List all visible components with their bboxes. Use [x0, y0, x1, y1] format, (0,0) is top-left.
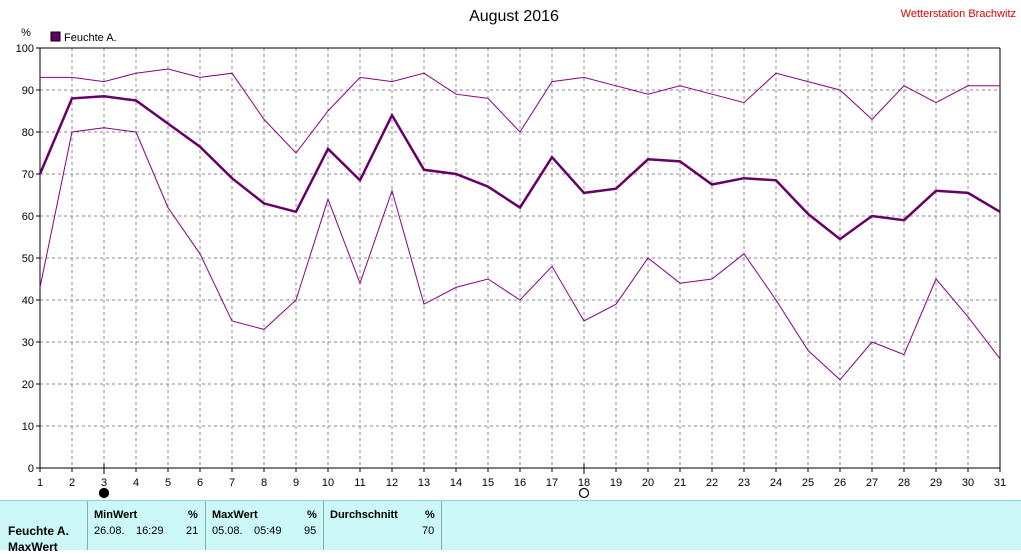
x-tick-label: 13 [418, 477, 430, 489]
x-tick-label: 24 [770, 477, 782, 489]
x-tick-label: 27 [866, 477, 878, 489]
x-tick-label: 20 [642, 477, 654, 489]
x-tick-label: 18 [578, 477, 590, 489]
humidity-chart: August 2016 Wetterstation Brachwitz % Fe… [16, 8, 1016, 499]
x-tick-label: 4 [133, 477, 139, 489]
y-tick-label: 30 [22, 337, 34, 349]
stats-min-cell: MinWert % 26.08. 16:29 21 [88, 501, 205, 550]
x-tick-label: 22 [706, 477, 718, 489]
y-axis-unit: % [21, 27, 31, 39]
x-tick-label: 12 [386, 477, 398, 489]
x-tick-label: 10 [322, 477, 334, 489]
y-tick-label: 80 [22, 127, 34, 139]
x-tick-label: 11 [354, 477, 365, 489]
stats-row-label: Feuchte A. [8, 524, 69, 538]
legend-swatch [50, 31, 61, 42]
avg-value: 70 [422, 525, 435, 537]
y-tick-label: 70 [22, 169, 34, 181]
x-tick-label: 23 [738, 477, 750, 489]
y-tick-label: 90 [22, 85, 34, 97]
x-tick-label: 28 [898, 477, 910, 489]
series-line-avg [38, 95, 1001, 241]
new-moon-icon [578, 487, 590, 499]
x-tick-label: 19 [610, 477, 622, 489]
stats-divider [441, 501, 442, 550]
x-tick-label: 2 [69, 477, 75, 489]
grid [40, 48, 1000, 468]
stats-divider [87, 501, 88, 550]
moon-markers [98, 464, 590, 499]
y-tick-label: 60 [22, 211, 34, 223]
x-tick-label: 17 [546, 477, 558, 489]
y-tick-label: 50 [22, 253, 34, 265]
x-tick-label: 15 [482, 477, 494, 489]
series-group [38, 68, 1001, 381]
max-date: 05.08. [212, 525, 243, 537]
avg-unit: % [425, 509, 435, 521]
max-value: 95 [304, 525, 317, 537]
chart-title: August 2016 [469, 8, 559, 25]
station-name: Wetterstation Brachwitz [901, 8, 1016, 20]
x-tick-label: 16 [514, 477, 526, 489]
min-unit: % [188, 509, 198, 521]
statistics-panel: Feuchte A. MaxWert MinWert % 26.08. 16:2… [0, 500, 1021, 554]
x-tick-label: 8 [261, 477, 267, 489]
y-tick-label: 40 [22, 295, 34, 307]
max-header: MaxWert [212, 509, 258, 521]
series-line-min [39, 127, 1001, 381]
legend-label: Feuchte A. [64, 32, 117, 44]
x-tick-label: 7 [229, 477, 235, 489]
min-date: 26.08. [94, 525, 125, 537]
min-header: MinWert [94, 509, 138, 521]
x-tick-label: 25 [802, 477, 814, 489]
x-tick-label: 31 [994, 477, 1006, 489]
min-time: 16:29 [136, 525, 164, 537]
x-tick-label: 6 [197, 477, 203, 489]
stats-row-label-2: MaxWert [8, 540, 58, 554]
x-tick-label: 5 [165, 477, 171, 489]
x-tick-label: 14 [450, 477, 462, 489]
y-tick-label: 20 [22, 379, 34, 391]
stats-avg-cell: Durchschnitt % 70 [324, 501, 441, 550]
min-value: 21 [186, 525, 199, 537]
x-tick-label: 26 [834, 477, 846, 489]
y-tick-label: 10 [22, 421, 34, 433]
stats-divider [205, 501, 206, 550]
full-moon-icon [98, 487, 110, 499]
y-tick-label: 0 [28, 463, 34, 475]
avg-header: Durchschnitt [330, 509, 398, 521]
stats-divider [323, 501, 324, 550]
x-tick-label: 29 [930, 477, 942, 489]
x-tick-label: 21 [674, 477, 686, 489]
x-tick-label: 1 [37, 477, 43, 489]
y-tick-label: 100 [16, 43, 34, 55]
max-unit: % [307, 509, 317, 521]
x-tick-label: 30 [962, 477, 974, 489]
max-time: 05:49 [254, 525, 282, 537]
x-tick-label: 3 [101, 477, 107, 489]
series-line-max [40, 68, 1000, 154]
stats-max-cell: MaxWert % 05.08. 05:49 95 [206, 501, 323, 550]
x-tick-label: 9 [293, 477, 299, 489]
